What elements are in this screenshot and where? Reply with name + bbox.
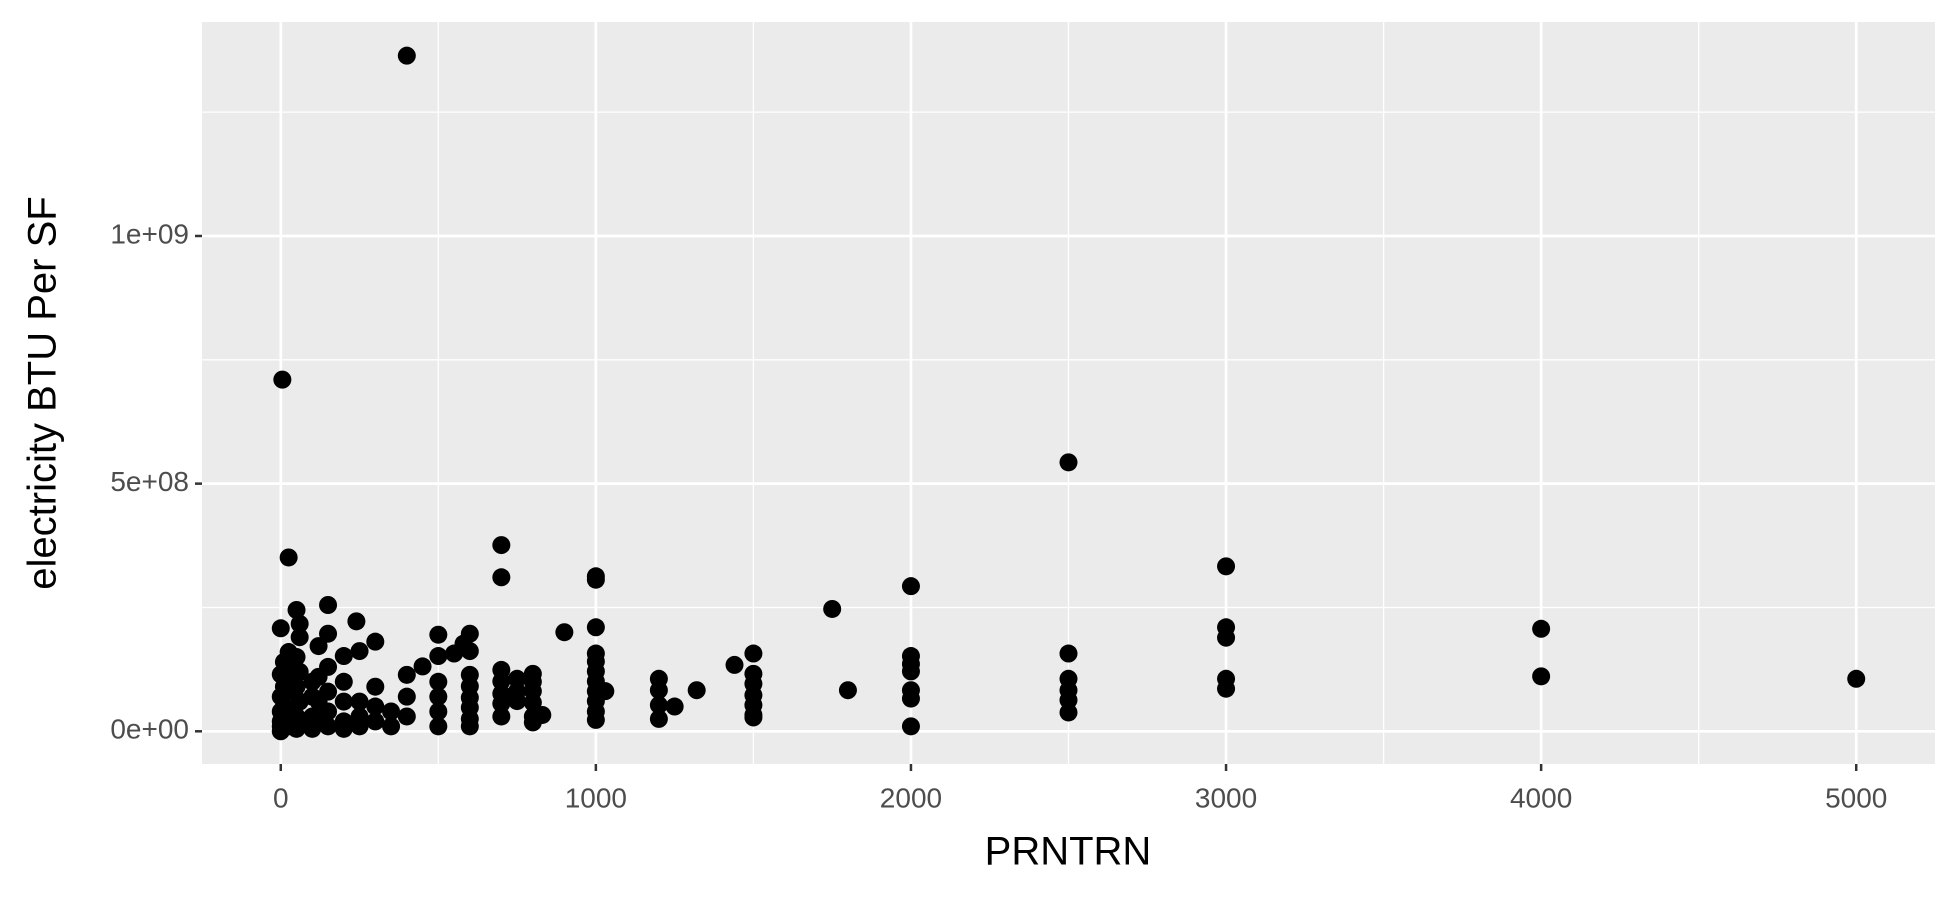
point [1059, 691, 1078, 710]
point [901, 689, 920, 708]
point [334, 672, 353, 691]
point [429, 702, 448, 721]
point [901, 662, 920, 681]
point [492, 536, 511, 555]
point [523, 693, 542, 712]
x-tick-label: 0 [273, 782, 289, 813]
point [271, 619, 290, 638]
point [492, 694, 511, 713]
point [1059, 644, 1078, 663]
point [429, 647, 448, 666]
point [334, 647, 353, 666]
point [319, 624, 338, 643]
point [1217, 679, 1236, 698]
point [687, 681, 706, 700]
point [366, 712, 385, 731]
point [366, 632, 385, 651]
point [508, 669, 527, 688]
point [397, 687, 416, 706]
point [271, 722, 290, 741]
point [382, 717, 401, 736]
point [366, 677, 385, 696]
point [1217, 628, 1236, 647]
point [279, 548, 298, 567]
point [350, 642, 369, 661]
point [429, 717, 448, 736]
point [492, 707, 511, 726]
x-tick-label: 2000 [880, 782, 942, 813]
point [586, 710, 605, 729]
point [838, 681, 857, 700]
point [555, 623, 574, 642]
y-tick-label: 1e+09 [110, 218, 189, 249]
point [290, 628, 309, 647]
point [334, 692, 353, 711]
point [366, 697, 385, 716]
point [290, 614, 309, 633]
point [744, 644, 763, 663]
point [347, 612, 366, 631]
point [397, 46, 416, 65]
point [1059, 453, 1078, 472]
point [460, 717, 479, 736]
x-tick-label: 1000 [565, 782, 627, 813]
point [492, 568, 511, 587]
point [303, 672, 322, 691]
point [649, 696, 668, 715]
y-tick-label: 0e+00 [110, 714, 189, 745]
point [397, 707, 416, 726]
point [429, 687, 448, 706]
point [1847, 669, 1866, 688]
point [508, 692, 527, 711]
point [271, 687, 290, 706]
point [273, 370, 292, 389]
point [665, 697, 684, 716]
point [319, 596, 338, 614]
x-tick-label: 5000 [1825, 782, 1887, 813]
x-tick-label: 3000 [1195, 782, 1257, 813]
point [1532, 667, 1551, 686]
point [1059, 703, 1078, 722]
point [492, 672, 511, 691]
point [523, 713, 542, 732]
point [1217, 557, 1236, 576]
point [823, 599, 842, 618]
point [429, 625, 448, 644]
point [397, 665, 416, 684]
point [445, 644, 464, 663]
point [350, 717, 369, 736]
x-tick-label: 4000 [1510, 782, 1572, 813]
point [649, 681, 668, 700]
point [382, 702, 401, 721]
y-tick-label: 5e+08 [110, 466, 189, 497]
point [586, 570, 605, 589]
point [350, 692, 369, 711]
point [649, 709, 668, 728]
point [901, 717, 920, 736]
point [1532, 619, 1551, 638]
point [334, 719, 353, 738]
point [287, 600, 306, 619]
point [586, 618, 605, 637]
point [429, 672, 448, 691]
point [725, 655, 744, 674]
point [309, 637, 328, 656]
y-axis-title: electricity BTU Per SF [21, 196, 65, 589]
point [413, 657, 432, 676]
point [901, 577, 920, 596]
x-axis-title: PRNTRN [985, 830, 1152, 874]
point [744, 708, 763, 727]
point [271, 665, 290, 684]
